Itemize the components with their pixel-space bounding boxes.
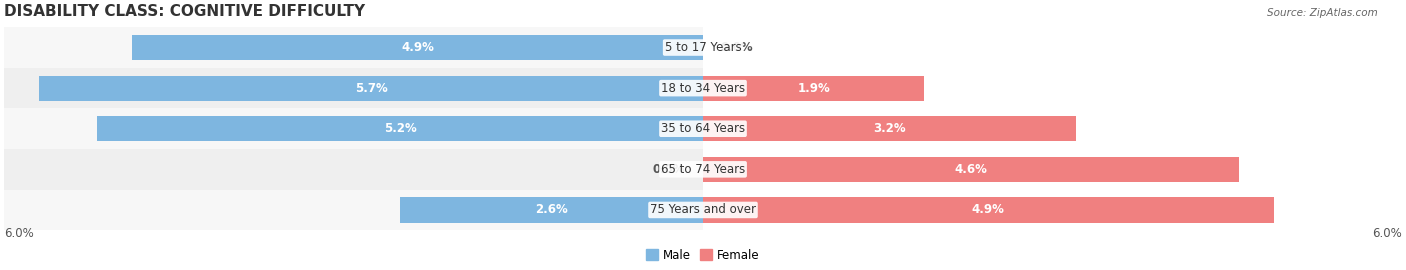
- Bar: [4, 68, 703, 109]
- Text: Source: ZipAtlas.com: Source: ZipAtlas.com: [1267, 8, 1378, 18]
- Text: 0.0%: 0.0%: [652, 163, 686, 176]
- Bar: [39, 76, 703, 101]
- Bar: [703, 197, 1274, 222]
- Text: 6.0%: 6.0%: [4, 227, 34, 240]
- Bar: [4, 109, 703, 149]
- Text: 35 to 64 Years: 35 to 64 Years: [661, 122, 745, 135]
- Text: 2.6%: 2.6%: [536, 204, 568, 217]
- Text: DISABILITY CLASS: COGNITIVE DIFFICULTY: DISABILITY CLASS: COGNITIVE DIFFICULTY: [4, 4, 366, 19]
- Text: 4.6%: 4.6%: [955, 163, 987, 176]
- Text: 6.0%: 6.0%: [1372, 227, 1402, 240]
- Bar: [703, 157, 1239, 182]
- Bar: [97, 116, 703, 141]
- Text: 18 to 34 Years: 18 to 34 Years: [661, 82, 745, 94]
- Text: 3.2%: 3.2%: [873, 122, 905, 135]
- Text: 0.0%: 0.0%: [720, 41, 754, 54]
- Text: 75 Years and over: 75 Years and over: [650, 204, 756, 217]
- Bar: [4, 149, 703, 190]
- Bar: [703, 76, 924, 101]
- Bar: [401, 197, 703, 222]
- Text: 1.9%: 1.9%: [797, 82, 830, 94]
- Bar: [703, 116, 1076, 141]
- Text: 5.2%: 5.2%: [384, 122, 416, 135]
- Text: 4.9%: 4.9%: [972, 204, 1005, 217]
- Bar: [4, 190, 703, 230]
- Bar: [132, 35, 703, 60]
- Text: 65 to 74 Years: 65 to 74 Years: [661, 163, 745, 176]
- Text: 5 to 17 Years: 5 to 17 Years: [665, 41, 741, 54]
- Legend: Male, Female: Male, Female: [641, 244, 765, 266]
- Text: 5.7%: 5.7%: [354, 82, 388, 94]
- Text: 4.9%: 4.9%: [401, 41, 434, 54]
- Bar: [4, 27, 703, 68]
